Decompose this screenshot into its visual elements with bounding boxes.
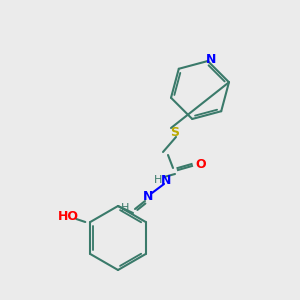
Text: N: N — [161, 173, 171, 187]
Text: N: N — [143, 190, 153, 203]
Text: N: N — [206, 52, 216, 65]
Text: H: H — [121, 203, 129, 213]
Text: O: O — [196, 158, 206, 172]
Text: H: H — [154, 175, 162, 185]
Text: S: S — [170, 125, 179, 139]
Text: HO: HO — [58, 211, 79, 224]
